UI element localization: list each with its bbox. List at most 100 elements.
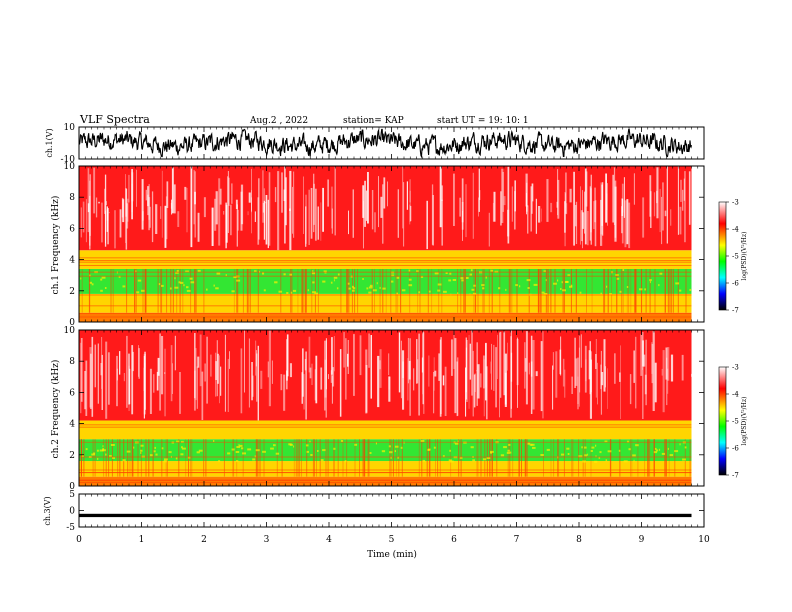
x-tick-label: 2 [201,535,207,545]
spec2-signal-streak [668,439,670,477]
spec1-signal-streak [246,269,248,313]
spec2-signal-streak [518,439,520,477]
spec1-speckle [541,291,545,294]
spec1-noise-streak [105,210,106,244]
ch1-spectrogram-panel: 0 2 4 6 8 10 [64,162,705,328]
spec1-y-tick-label: 0 [69,318,75,328]
spec2-signal-streak [480,439,482,477]
spec1-signal-streak [247,269,249,313]
spec1-noise-streak [525,173,528,207]
spec1-noise-streak [262,202,265,213]
spec2-signal-streak [364,439,366,477]
spec2-speckle [591,446,595,449]
spec1-signal-streak [510,269,512,313]
spec1-noise-streak [348,210,349,235]
spec1-signal-streak [548,269,549,313]
spec1-noise-streak [165,196,168,240]
spec2-signal-streak [333,439,335,477]
x-tick-label: 9 [639,535,645,545]
spec2-noise-streak [94,344,96,388]
spec1-noise-streak [106,201,107,206]
spec1-signal-streak [576,269,577,313]
spec1-speckle [118,275,121,278]
spec1-noise-streak [219,188,222,205]
spec2-noise-streak [333,336,335,372]
spec1-signal-streak [135,269,137,313]
spec1-speckle [391,280,394,283]
spec2-speckle [85,448,88,451]
spec2-noise-streak [126,335,128,408]
spec1-signal-streak [134,269,136,313]
spec1-speckle [89,281,92,284]
spec1-speckle [498,287,501,290]
spec1-noise-streak [664,210,667,217]
spec2-noise-streak [116,355,118,407]
spec1-noise-streak [254,211,256,222]
spec1-noise-streak [684,171,686,243]
x-tick-label: 10 [698,535,710,545]
spec2-noise-streak [620,345,621,419]
spec1-signal-streak [379,269,381,313]
spec1-noise-streak [89,174,91,236]
spec2-signal-streak [293,439,295,477]
spec1-speckle [311,272,316,275]
spec1-noise-streak [409,179,411,203]
spec2-noise-streak [504,372,507,405]
colorbar-tick-label: -5 [732,253,739,261]
spec1-noise-streak [125,188,127,217]
spec1-signal-streak [179,269,181,313]
spec1-signal-streak [540,269,542,313]
spec2-noise-streak [456,361,458,417]
spec1-noise-streak [265,195,268,245]
spec1-noise-streak [587,211,589,246]
spec1-noise-streak [108,212,110,214]
spec2-speckle [163,460,167,463]
spec1-signal-streak [621,269,623,313]
spec2-noise-streak [525,331,528,405]
colorbar-tick-label: -3 [732,364,739,372]
spec2-signal-streak [223,439,225,477]
spec2-signal-streak [161,439,163,477]
spec1-noise-streak [623,177,625,218]
spec2-noise-streak [491,343,492,390]
spec2-noise-streak [510,352,513,382]
spec2-noise-streak [614,353,616,384]
spec1-speckle [135,270,137,273]
spec2-noise-streak [157,357,160,376]
spec2-noise-streak [595,354,597,369]
spec2-speckle [93,452,96,455]
spec2-noise-streak [402,350,405,410]
spec2-speckle [587,453,589,456]
spec2-speckle [403,441,405,444]
spec1-signal-streak [554,269,556,313]
spec1-noise-streak [677,166,679,235]
spec2-noise-streak [91,336,94,417]
spec2-noise-streak [535,371,538,377]
spec1-signal-streak [290,269,292,313]
spec1-noise-streak [251,190,252,234]
spec1-noise-streak [472,172,474,239]
spec1-speckle [679,289,682,292]
spec2-signal-streak [346,439,348,477]
spec2-noise-streak [170,345,173,402]
spec2-noise-streak [315,355,318,404]
spec1-noise-streak [228,177,230,206]
spec1-signal-streak [528,269,530,313]
spec2-noise-streak [524,358,527,372]
ch1-y-tick-label: -10 [61,155,76,165]
spec2-signal-streak [123,439,125,477]
spec1-speckle [445,272,448,274]
spec1-signal-streak [575,269,577,313]
date-label: Aug.2 , 2022 [249,116,308,126]
spec2-noise-streak [530,335,533,414]
spec1-y-tick-label: 4 [69,256,75,266]
spec1-signal-streak [172,269,174,313]
spec1-noise-streak [409,204,411,225]
spec1-speckle [366,287,369,290]
spec1-signal-streak [570,269,572,313]
spec1-noise-streak [426,200,428,250]
spec2-signal-streak [389,439,391,477]
spec2-speckle [161,447,164,450]
spec1-noise-streak [352,189,354,238]
spec2-signal-streak [674,439,676,477]
